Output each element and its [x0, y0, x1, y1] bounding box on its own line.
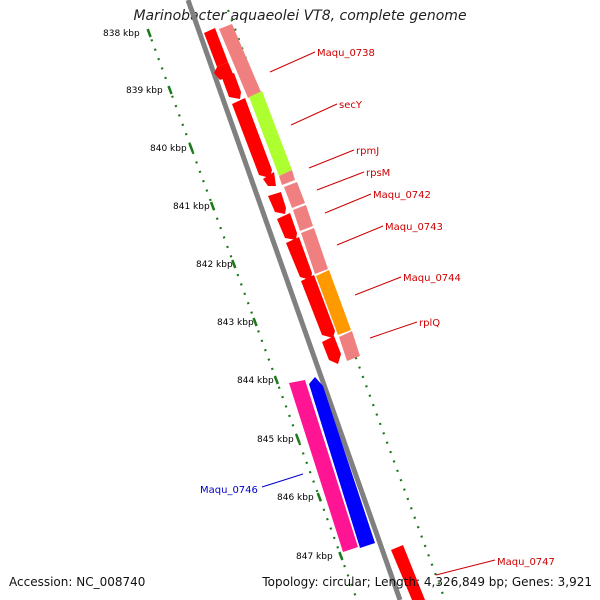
kbp-label-group: 838 kbp 839 kbp 840 kbp 841 kbp 842 kbp …: [103, 29, 333, 562]
major-tick: [209, 201, 216, 211]
gene-label[interactable]: rpmJ: [356, 146, 379, 157]
map-title: Marinobacter aquaeolei VT8, complete gen…: [133, 8, 467, 24]
gene-arrow[interactable]: [232, 98, 272, 178]
gene-label[interactable]: Maqu_0742: [373, 190, 431, 201]
leader-line: [336, 225, 384, 246]
kbp-label: 844 kbp: [237, 376, 274, 386]
gene-block[interactable]: [284, 182, 305, 208]
kbp-label: 843 kbp: [217, 318, 254, 328]
leader-line: [316, 171, 365, 191]
gene-label[interactable]: Maqu_0747: [497, 557, 555, 568]
major-tick: [316, 492, 322, 502]
major-tick: [167, 85, 173, 95]
gene-arrow[interactable]: [391, 545, 425, 600]
major-tick: [146, 28, 152, 38]
gene-block[interactable]: [279, 170, 295, 185]
gene-label[interactable]: Maqu_0744: [403, 273, 461, 284]
major-tick: [188, 143, 194, 153]
gene-labels: Maqu_0738 secY rpmJ rpsM Maqu_0742 Maqu_…: [200, 48, 555, 568]
major-tick: [273, 375, 280, 385]
gene-block[interactable]: [339, 331, 360, 361]
major-tick: [231, 259, 237, 269]
kbp-label: 840 kbp: [150, 144, 187, 154]
gene-label[interactable]: Maqu_0743: [385, 222, 443, 233]
gene-arrow[interactable]: [277, 213, 297, 240]
genome-backbone: [185, 0, 403, 600]
leader-line: [369, 321, 418, 339]
accession-text: Accession: NC_008740: [9, 575, 146, 589]
kbp-label: 846 kbp: [277, 493, 314, 503]
leader-line: [269, 51, 316, 73]
kbp-label: 842 kbp: [196, 260, 233, 270]
kbp-label: 845 kbp: [257, 435, 294, 445]
leader-line: [308, 149, 355, 169]
major-tick: [252, 317, 258, 327]
major-tick: [338, 551, 344, 561]
minus-strand-genes: [204, 28, 425, 600]
leader-line: [290, 103, 338, 126]
genome-summary: Topology: circular; Length: 4,326,849 bp…: [262, 575, 592, 589]
kbp-label: 838 kbp: [103, 29, 140, 39]
kbp-label: 841 kbp: [173, 202, 210, 212]
gene-label[interactable]: Maqu_0746: [200, 485, 258, 496]
leader-lines: [261, 51, 496, 576]
gene-arrow[interactable]: [204, 28, 228, 67]
gene-block[interactable]: [316, 270, 351, 335]
scale-dotted-line: [146, 29, 359, 600]
gene-block[interactable]: [249, 91, 292, 176]
gene-label[interactable]: Maqu_0738: [317, 48, 375, 59]
kbp-ticks: [146, 28, 344, 561]
leader-line: [354, 276, 402, 296]
gene-arrow[interactable]: [222, 73, 241, 99]
gene-label[interactable]: secY: [339, 100, 363, 111]
kbp-label: 839 kbp: [126, 86, 163, 96]
outer-strand-genes: [219, 24, 375, 552]
gene-arrow[interactable]: [322, 336, 341, 364]
leader-line: [324, 193, 372, 214]
kbp-label: 847 kbp: [296, 552, 333, 562]
gene-block[interactable]: [293, 205, 313, 231]
gene-arrow[interactable]: [268, 192, 286, 214]
leader-line: [435, 559, 496, 576]
gene-arrow[interactable]: [309, 377, 375, 548]
major-tick: [295, 434, 301, 444]
gene-arrow[interactable]: [286, 237, 312, 280]
gene-block[interactable]: [219, 24, 261, 98]
gene-label[interactable]: rplQ: [419, 318, 440, 329]
gene-arrow[interactable]: [301, 275, 335, 338]
gene-arrow[interactable]: [263, 172, 276, 186]
leader-line: [261, 473, 304, 488]
gene-label[interactable]: rpsM: [366, 168, 390, 179]
gene-block[interactable]: [301, 228, 328, 274]
gene-block[interactable]: [289, 380, 358, 552]
